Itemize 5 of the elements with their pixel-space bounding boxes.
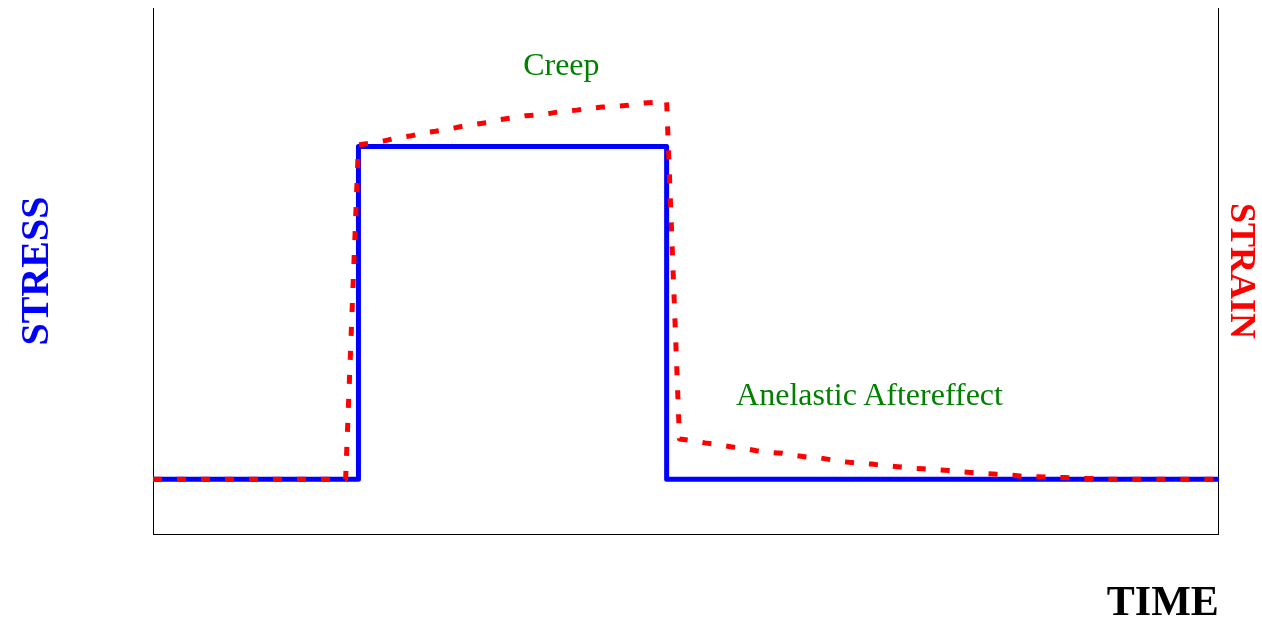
y2-axis-title: STRAIN	[1223, 203, 1262, 340]
x-axis-title: TIME	[1106, 577, 1219, 624]
annotation: Anelastic Aftereffect	[736, 376, 1004, 412]
y-axis-title: STRESS	[12, 196, 58, 346]
text: Creep	[523, 46, 600, 83]
